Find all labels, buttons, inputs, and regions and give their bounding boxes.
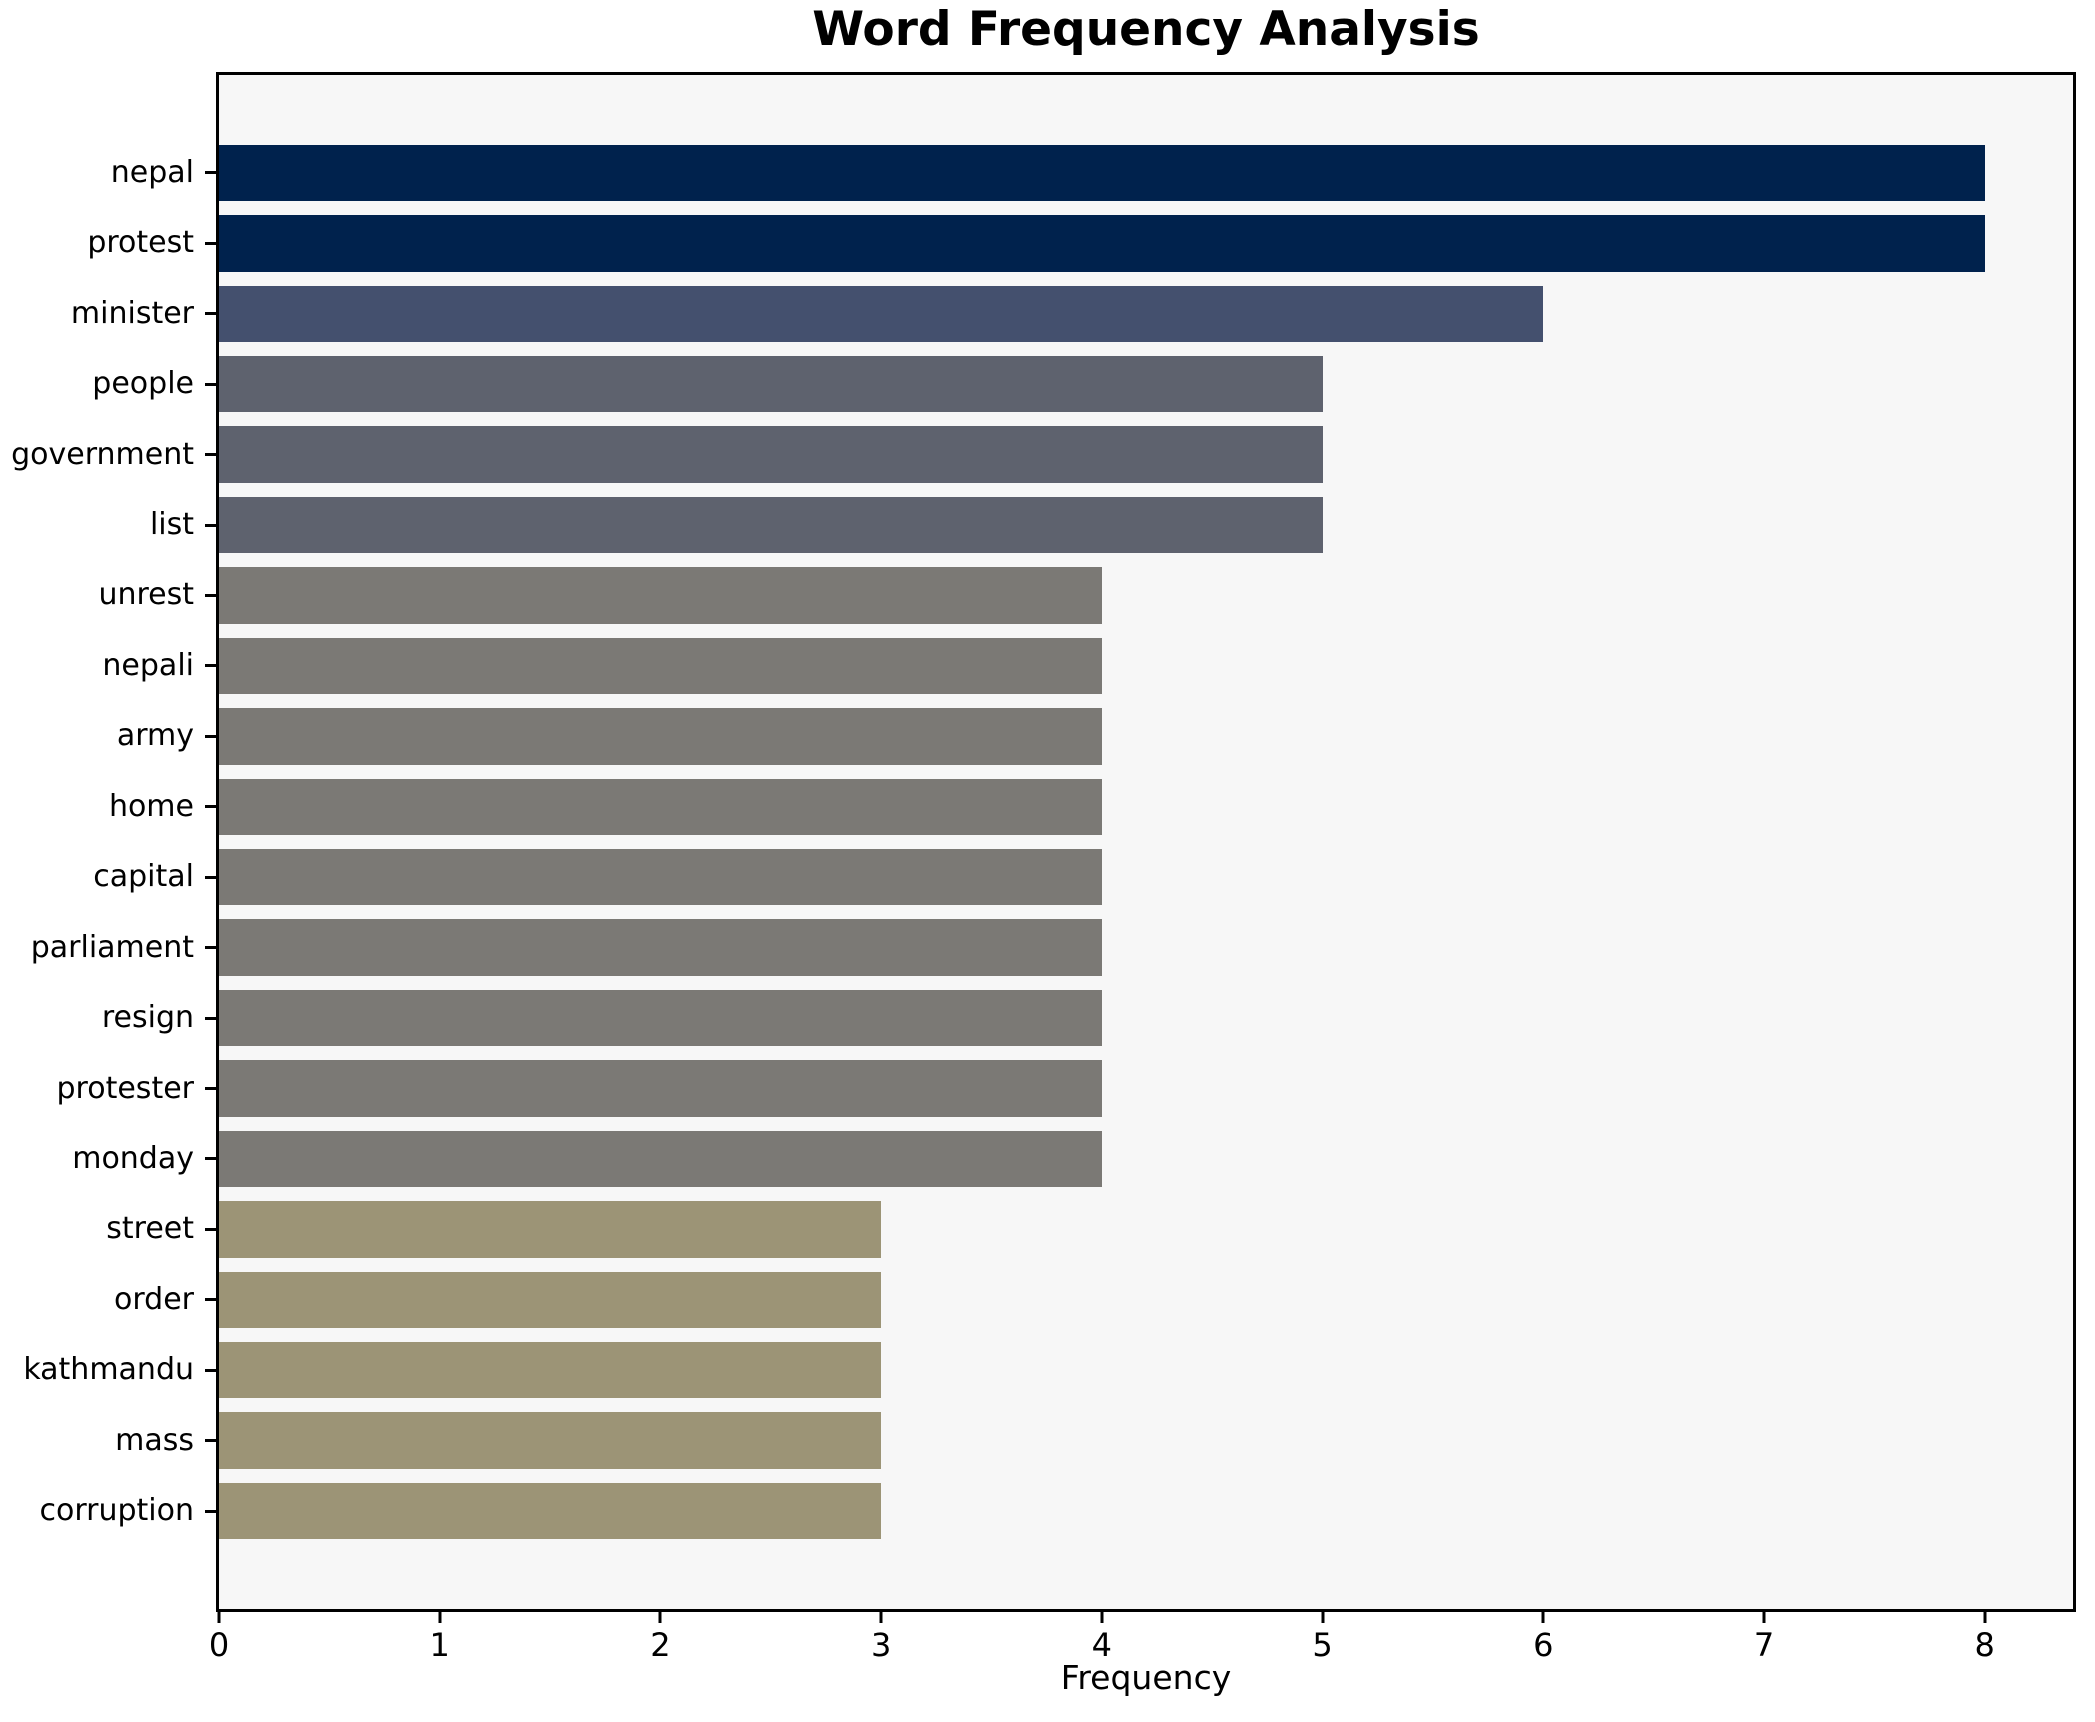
x-tick-label: 8 [1974,1626,1995,1664]
y-tick-mark [205,1016,216,1020]
y-tick-label: protest [87,225,194,261]
y-tick-mark [205,664,216,668]
x-tick-label: 0 [208,1626,230,1664]
x-tick-mark [1100,1612,1104,1623]
x-tick-label: 3 [870,1626,892,1664]
x-tick-mark [1541,1612,1545,1623]
y-tick-label: street [106,1211,194,1247]
y-tick-label: home [108,788,194,824]
bar [219,778,1102,835]
bar [219,426,1323,483]
x-axis-title: Frequency [1060,1658,1232,1697]
x-tick-label: 5 [1312,1626,1333,1664]
x-tick-label: 7 [1753,1626,1775,1664]
y-tick-label: parliament [30,929,194,965]
y-tick-label: mass [115,1422,194,1458]
chart-title: Word Frequency Analysis [812,2,1480,57]
y-tick-label: nepal [110,154,194,190]
bar [219,144,1985,202]
plot-area [216,72,2076,1612]
y-tick-label: protester [56,1070,194,1106]
y-axis: nepal protest minister people government list… [0,72,216,1612]
x-axis: 0 1 2 3 4 5 6 7 8 [209,1612,2073,1672]
bar [219,1482,882,1540]
y-tick-mark [205,1368,216,1372]
bar [219,849,1102,906]
y-tick-mark [205,1227,216,1231]
y-tick-label: corruption [39,1493,194,1529]
y-tick-mark [205,382,216,386]
y-tick-mark [205,1157,216,1161]
y-tick-label: people [92,366,194,402]
bar [219,215,1985,272]
bar [219,1201,882,1258]
y-tick-mark [205,312,216,316]
bar [219,1412,882,1469]
bar [219,356,1323,413]
x-tick-mark [217,1612,221,1623]
y-tick-mark [205,453,216,457]
y-tick-mark [205,1439,216,1443]
bar [219,637,1102,695]
y-tick-label: list [149,507,194,543]
bar [219,1271,882,1328]
y-tick-mark [205,805,216,809]
x-tick-mark [438,1612,442,1623]
y-tick-label: monday [72,1140,194,1176]
x-tick-mark [1983,1612,1987,1623]
x-tick-mark [879,1612,883,1623]
bar [219,708,1102,765]
y-tick-label: capital [93,859,194,895]
y-tick-label: minister [70,295,194,331]
bar [219,1060,1102,1117]
y-tick-mark [205,523,216,527]
y-tick-mark [205,1087,216,1090]
bar [219,919,1102,976]
x-tick-label: 4 [1091,1626,1113,1664]
y-tick-label: resign [101,1000,194,1036]
y-tick-label: army [116,718,194,754]
y-tick-mark [205,1298,216,1302]
x-tick-mark [1762,1612,1766,1623]
x-tick-mark [1321,1612,1325,1623]
x-tick-label: 6 [1533,1626,1554,1664]
y-tick-label: order [114,1281,194,1317]
bar [219,1342,882,1399]
y-tick-label: government [11,436,194,472]
y-tick-mark [205,734,216,738]
x-tick-mark [658,1612,662,1623]
bar [219,496,1323,554]
bar [219,567,1102,624]
y-tick-label: unrest [98,577,194,613]
y-tick-mark [205,241,216,245]
bar [219,285,1544,342]
bar [219,989,1102,1047]
bar [219,1130,1102,1188]
y-tick-mark [205,875,216,879]
x-tick-label: 2 [650,1626,671,1664]
y-tick-label: kathmandu [23,1352,194,1388]
y-tick-label: nepali [102,647,194,683]
y-tick-mark [205,1509,216,1513]
y-tick-mark [205,171,216,175]
y-tick-mark [205,593,216,597]
x-tick-label: 1 [429,1626,450,1664]
y-tick-mark [205,946,216,950]
